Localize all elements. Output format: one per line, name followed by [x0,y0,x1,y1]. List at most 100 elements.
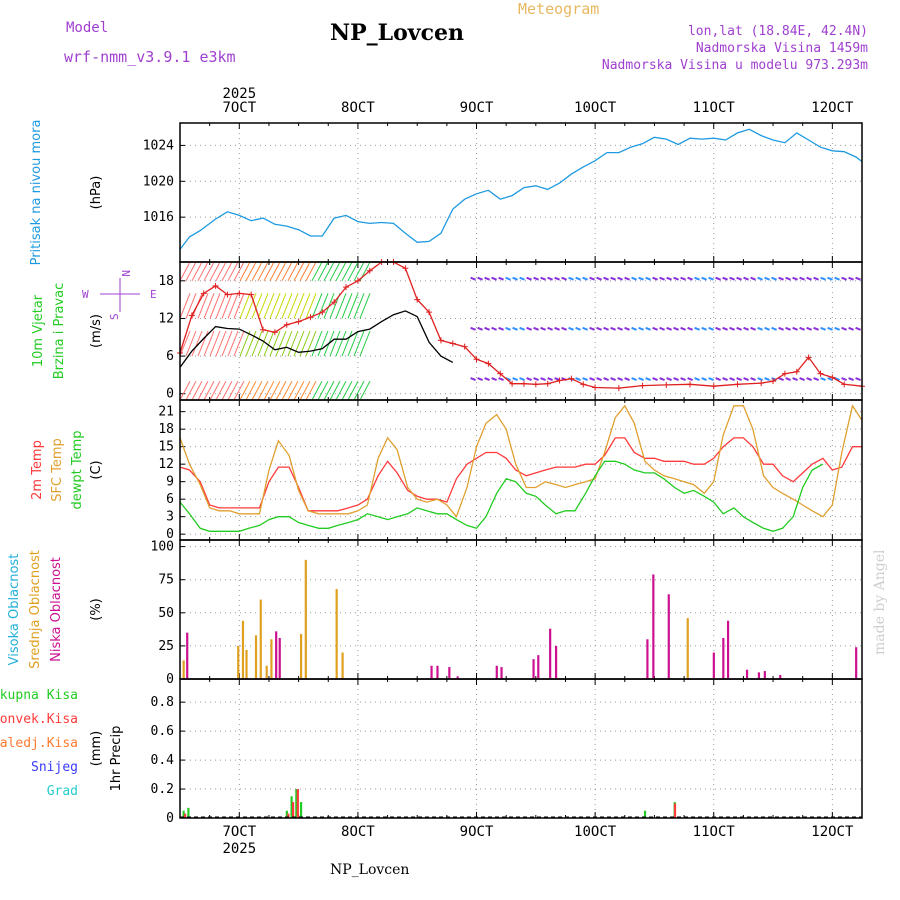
bar-ukupna-kisa [182,810,185,818]
wind-barb [299,293,311,319]
y-tick-label: 6 [166,492,174,507]
series-line-2m-temp [179,437,862,512]
wind-barb [477,326,483,331]
bar-niska-oblacnost [667,594,670,679]
wind-barb [263,261,275,282]
x-tick-label-top: 9OCT [460,100,494,116]
wind-barb [512,326,518,331]
wind-barb [203,380,215,401]
wind-gust-point [817,370,824,377]
wind-barb [659,377,665,381]
wind-barb [820,276,826,281]
bar-srednja-oblacnost [299,633,303,679]
wind-barb [251,261,263,282]
station-title: NP_Lovcen [330,20,464,46]
wind-barb [484,377,490,381]
wind-barb [269,380,281,401]
wind-barb [287,261,299,282]
wind-barb [561,276,567,281]
wind-barb [652,326,658,331]
wind-gust-point [710,383,717,390]
units-label-precip: (mm) [89,731,104,766]
bar-srednja-oblacnost [241,620,245,679]
wind-barb [575,276,581,281]
wind-barb [631,326,637,331]
wind-barb [820,377,826,381]
wind-barb [540,326,546,331]
y-tick-label: 0.4 [151,753,175,768]
wind-barb [589,377,595,381]
wind-barb [757,276,763,281]
bar-srednja-oblacnost [259,599,262,679]
product-title: Meteogram [518,0,600,18]
wind-barb [257,380,269,401]
wind-barb [750,326,756,331]
wind-barb [596,326,602,331]
bar-ukupna-kisa [643,810,647,818]
wind-barb [694,276,700,281]
wind-barb [554,377,560,381]
wind-gust-point [426,309,433,316]
wind-barb [353,261,365,282]
wind-barb [841,377,847,381]
wind-barb [203,330,215,357]
wind-gust-point [544,380,551,387]
wind-barb [179,261,191,282]
panel-ylabel-precip: 1hr Precip [109,726,124,792]
wind-barb [323,380,335,401]
wind-barb [687,326,693,331]
wind-barb [233,330,245,357]
bar-niska-oblacnost [549,628,552,679]
wind-barb [269,330,281,357]
wind-barb [335,261,347,282]
wind-barb [347,330,359,357]
wind-barb [227,261,239,282]
wind-gust-point [829,374,836,381]
wind-barb [287,380,299,401]
wind-barb [771,276,777,281]
wind-barb [603,326,609,331]
wind-barb [245,261,257,282]
wind-barb [209,293,221,319]
wind-barb [191,261,203,282]
wind-barb [498,326,504,331]
bar-ukupna-kisa [285,810,288,818]
wind-barb [736,326,742,331]
wind-barb [799,377,805,381]
wind-barb [834,377,840,381]
x-tick-label-top: 8OCT [341,100,375,116]
wind-barb [792,326,798,331]
y-tick-label: 0.8 [151,695,174,710]
wind-barb [701,326,707,331]
wind-barb [293,293,305,319]
wind-barb [470,326,476,331]
bar-niska-oblacnost [855,647,858,679]
wind-barb [673,276,679,281]
wind-barb [221,293,233,319]
bar-niska-oblacnost [537,655,540,679]
direction-key-n: N [119,270,132,277]
wind-gust-point [295,318,302,325]
wind-gust-point [793,368,800,375]
bar-srednja-oblacnost [686,618,689,679]
wind-gust-point [520,380,527,387]
y-tick-label: 0 [166,527,174,542]
wind-barb [645,377,651,381]
bar-niska-oblacnost [757,672,761,679]
wind-barb [764,326,770,331]
wind-barb [680,326,686,331]
bar-niska-oblacnost [456,676,459,679]
units-label-wind: (m/s) [89,314,104,348]
credit-text: made by Angel [872,549,888,656]
wind-barb [743,276,749,281]
wind-barb [743,377,749,381]
wind-barb [317,380,329,401]
wind-barb [568,326,574,331]
wind-barb [505,276,511,281]
wind-barb [645,326,651,331]
direction-key-w: W [82,288,89,301]
wind-barb [281,293,293,319]
panel-ylabel-wind: Brzina i Pravac [52,283,67,380]
wind-gust-point [271,329,278,336]
wind-barb [275,293,287,319]
